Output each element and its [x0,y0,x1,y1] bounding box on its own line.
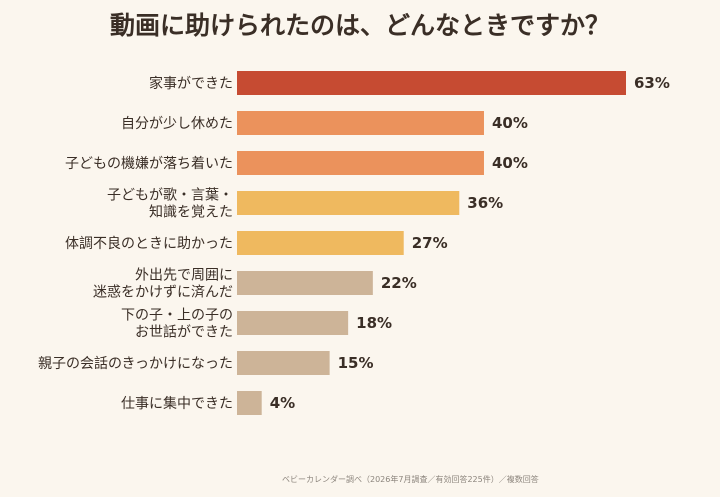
value-label-3: 40% [492,154,528,172]
bar-6 [237,271,373,295]
chart-title: 動画に助けられたのは、どんなときですか？ [110,11,610,40]
value-label-4: 36% [467,194,503,212]
value-label-8: 15% [338,354,374,372]
category-label-7-line-1: 下の子・上の子の [121,308,233,324]
value-label-2: 40% [492,114,528,132]
bar-7 [237,311,349,335]
value-label-9: 4% [270,394,295,412]
bar-2 [237,111,484,135]
bars-group: 63% 家事ができた 40% 自分が少し休めた 40% 子どもの機嫌が落ち着いた 36% 子ど… [38,71,670,415]
bar-9 [237,391,262,415]
bar-3 [237,151,484,175]
value-label-1: 63% [634,74,670,92]
category-label-5: 体調不良のときに助かった [65,236,233,252]
category-label-1: 家事ができた [149,75,233,92]
value-label-5: 27% [412,234,448,252]
category-label-3: 子どもの機嫌が落ち着いた [65,156,233,172]
category-label-8: 親子の会話のきっかけになった [38,355,233,372]
category-label-6-line-2: 迷惑をかけずに済んだ [93,285,233,301]
category-label-4-line-1: 子どもが歌・言葉・ [107,188,233,204]
bar-5 [237,231,404,255]
category-label-4-line-2: 知識を覚えた [149,204,233,221]
source-note: ベビーカレンダー調べ（2026年7月調査／有効回答225件）／複数回答 [282,474,539,484]
value-label-6: 22% [381,274,417,292]
category-label-7-line-2: お世話ができた [135,324,233,341]
bar-4 [237,191,460,215]
category-label-6-line-1: 外出先で周囲に [135,268,233,284]
bar-1 [237,71,626,95]
bar-8 [237,351,330,375]
category-label-9: 仕事に集中できた [121,395,233,412]
category-label-2: 自分が少し休めた [121,116,233,132]
value-label-7: 18% [356,314,392,332]
